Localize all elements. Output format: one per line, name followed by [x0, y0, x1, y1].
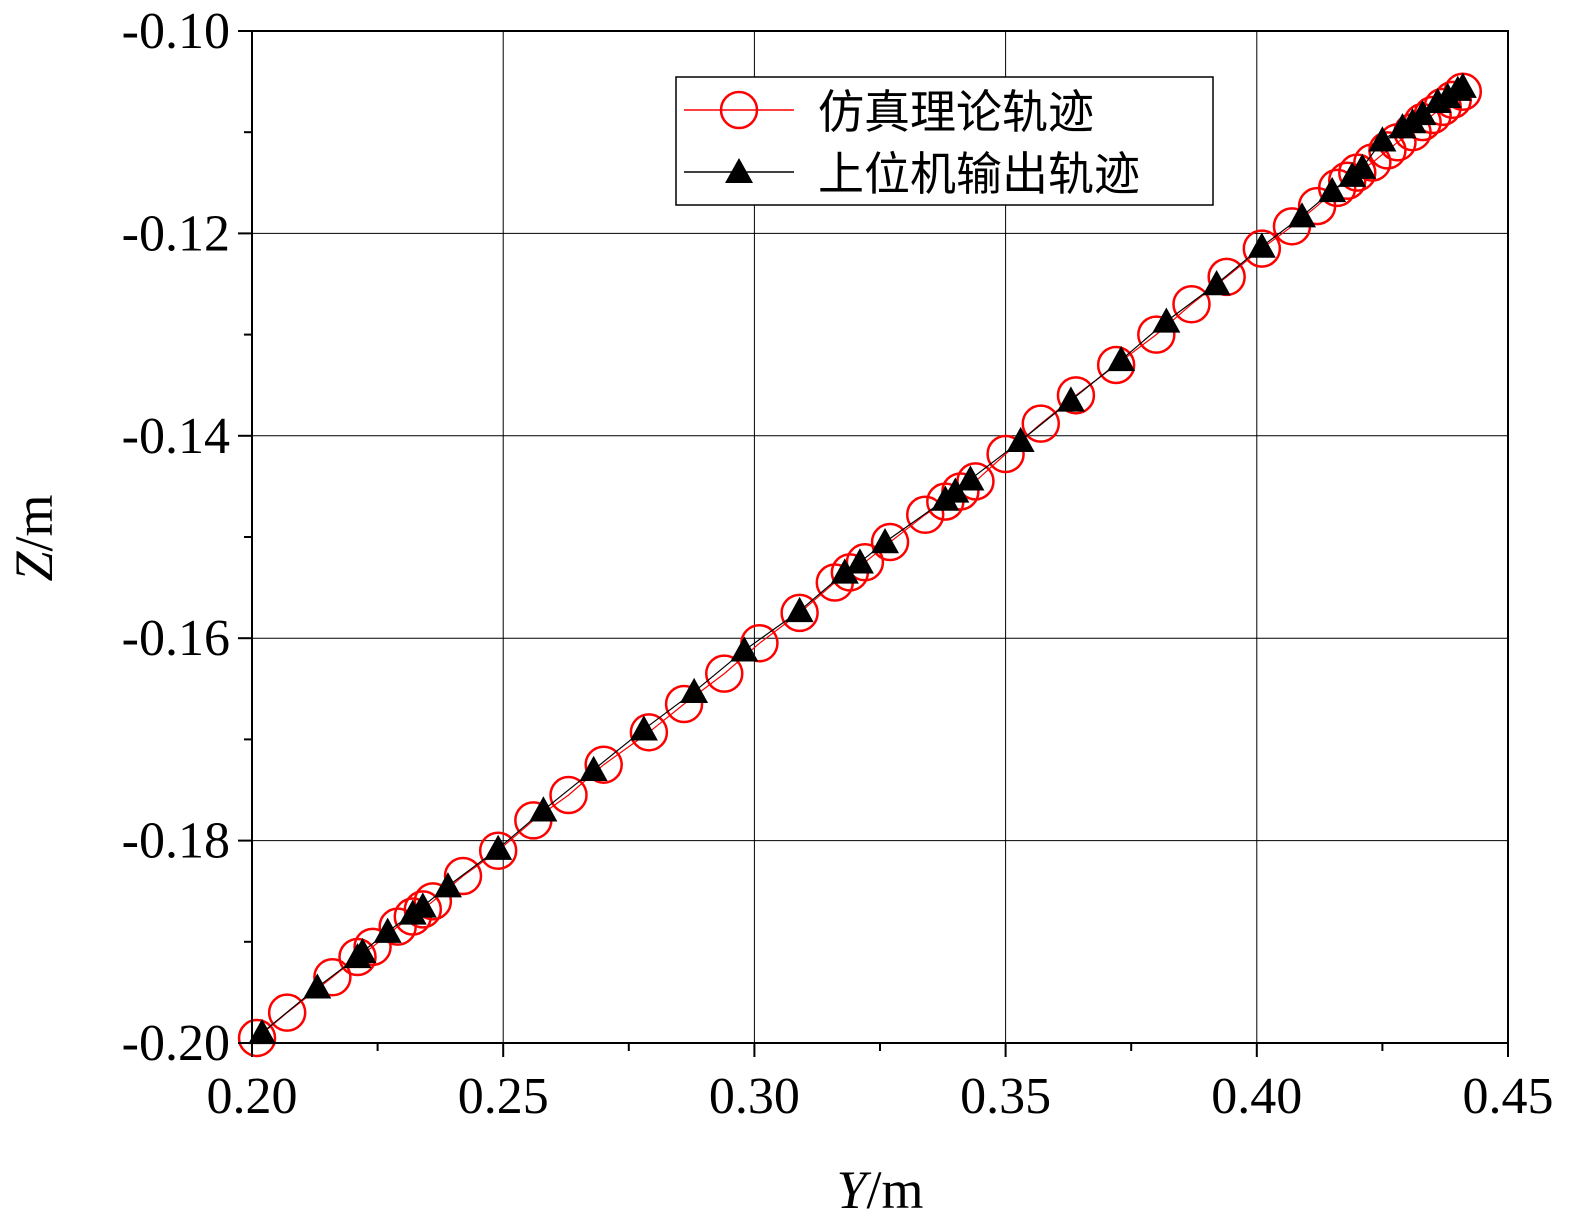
- output-point: [579, 755, 608, 781]
- series-layer: [237, 72, 1483, 1058]
- ticks-layer: 0.20 0.25 0.30 0.35 0.40 0.45 -0.10 -0.12 -0.14 -…: [122, 3, 1554, 1125]
- output-point: [629, 715, 658, 741]
- output-point: [1152, 307, 1181, 333]
- output-point: [730, 636, 759, 662]
- output-point: [1408, 99, 1437, 126]
- output-point: [348, 937, 377, 964]
- output-point: [408, 892, 437, 918]
- simulated-point: [705, 654, 744, 693]
- output-point: [1107, 345, 1136, 372]
- y-axis-title: Z/m: [4, 494, 64, 581]
- output-point: [1318, 176, 1347, 203]
- simulated-point: [549, 775, 588, 815]
- output-point: [680, 677, 709, 704]
- output-point: [785, 596, 814, 623]
- y-axis-title-var: Z: [4, 551, 64, 582]
- simulated-point: [1327, 161, 1367, 201]
- output-point: [871, 528, 900, 554]
- output-point: [1006, 426, 1035, 453]
- output-point: [373, 917, 402, 943]
- output-point: [248, 1018, 277, 1045]
- simulated-point: [267, 993, 307, 1032]
- simulated-point: [313, 957, 352, 997]
- simulated-point: [584, 745, 623, 784]
- simulated-point: [403, 890, 443, 929]
- output-point: [1288, 202, 1317, 228]
- output-point: [1348, 153, 1377, 179]
- legend-box: [675, 76, 1214, 206]
- x-tick-label: 0.20: [207, 1068, 298, 1125]
- output-point: [845, 548, 874, 574]
- simulated-point: [986, 434, 1025, 474]
- simulated-point: [870, 522, 910, 562]
- simulated-point: [1096, 345, 1136, 385]
- output-point: [433, 872, 462, 898]
- simulated-point: [1021, 404, 1061, 443]
- y-tick-label: -0.12: [122, 205, 230, 262]
- x-tick-label: 0.45: [1463, 1068, 1554, 1125]
- output-point: [1247, 232, 1276, 258]
- x-axis-title-var: Y: [836, 1160, 871, 1220]
- output-point: [484, 834, 513, 860]
- simulated-point: [905, 495, 945, 534]
- y-axis-title-unit: /m: [4, 494, 64, 551]
- x-tick-label: 0.25: [458, 1068, 549, 1125]
- y-tick-label: -0.10: [122, 3, 230, 60]
- output-point: [303, 973, 332, 999]
- y-tick-label: -0.20: [122, 1015, 230, 1072]
- x-tick-label: 0.35: [960, 1068, 1051, 1125]
- output-point: [1056, 386, 1085, 412]
- x-axis-title-unit: /m: [867, 1160, 924, 1220]
- x-axis-title: Y/m: [836, 1160, 923, 1220]
- simulated-point: [443, 856, 483, 896]
- simulated-point: [413, 882, 453, 921]
- simulated-point: [664, 684, 704, 724]
- legend-marker-output: [725, 158, 753, 183]
- y-tick-label: -0.16: [122, 610, 230, 667]
- simulated-point: [1317, 168, 1357, 208]
- simulated-point: [353, 927, 392, 967]
- legend-label-output: 上位机输出轨迹: [818, 147, 1140, 201]
- x-tick-label: 0.30: [709, 1068, 800, 1125]
- output-point: [941, 477, 970, 503]
- simulated-point: [1242, 229, 1282, 268]
- simulated-point: [1137, 315, 1176, 354]
- simulated-point: [1056, 376, 1096, 415]
- legend: 仿真理论轨迹 上位机输出轨迹: [675, 76, 1214, 206]
- output-point: [1202, 270, 1231, 296]
- legend-label-simulated: 仿真理论轨迹: [818, 85, 1094, 139]
- output-point: [956, 465, 985, 491]
- simulated-point: [237, 1018, 277, 1058]
- output-point: [830, 558, 859, 584]
- simulated-point: [629, 713, 669, 752]
- y-tick-label: -0.18: [122, 813, 230, 870]
- output-point: [529, 796, 558, 822]
- y-tick-label: -0.14: [122, 408, 230, 465]
- output-point: [1448, 72, 1477, 98]
- simulated-point: [478, 831, 518, 870]
- legend-marker-simulated: [719, 90, 759, 130]
- simulated-point: [1172, 284, 1211, 324]
- output-point: [1368, 126, 1397, 152]
- x-tick-label: 0.40: [1211, 1068, 1302, 1125]
- simulated-point: [780, 593, 819, 633]
